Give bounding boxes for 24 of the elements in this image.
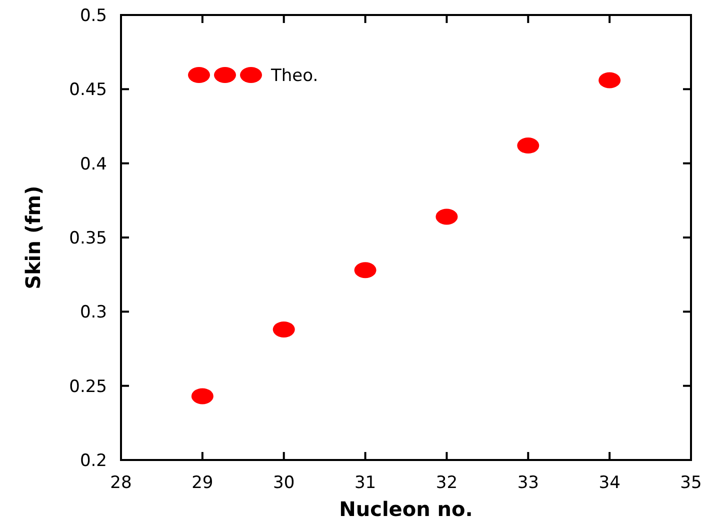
x-axis-title: Nucleon no. xyxy=(339,497,473,521)
point xyxy=(272,321,295,338)
x-tick-label: 34 xyxy=(598,473,620,493)
legend-label: Theo. xyxy=(270,66,318,86)
x-tick-label: 28 xyxy=(110,473,132,493)
y-tick-label: 0.4 xyxy=(80,154,107,174)
y-tick-label: 0.25 xyxy=(69,376,107,397)
y-tick-label: 0.2 xyxy=(80,451,107,471)
x-tick-label: 30 xyxy=(273,473,295,493)
y-tick-label: 0.35 xyxy=(69,228,107,248)
x-tick-label: 32 xyxy=(436,473,458,493)
point xyxy=(191,388,214,404)
y-tick-label: 0.5 xyxy=(80,6,107,26)
x-tick-label: 35 xyxy=(680,473,702,493)
point xyxy=(517,138,540,154)
y-tick-label: 0.45 xyxy=(69,80,107,100)
x-tick-label: 29 xyxy=(192,473,214,493)
point xyxy=(598,72,621,88)
point xyxy=(354,262,376,278)
point xyxy=(436,208,458,225)
x-tick-label: 33 xyxy=(517,473,539,493)
y-axis-title: Skin (fm) xyxy=(21,186,45,290)
y-tick-label: 0.3 xyxy=(80,302,107,323)
x-tick-label: 31 xyxy=(354,473,376,493)
